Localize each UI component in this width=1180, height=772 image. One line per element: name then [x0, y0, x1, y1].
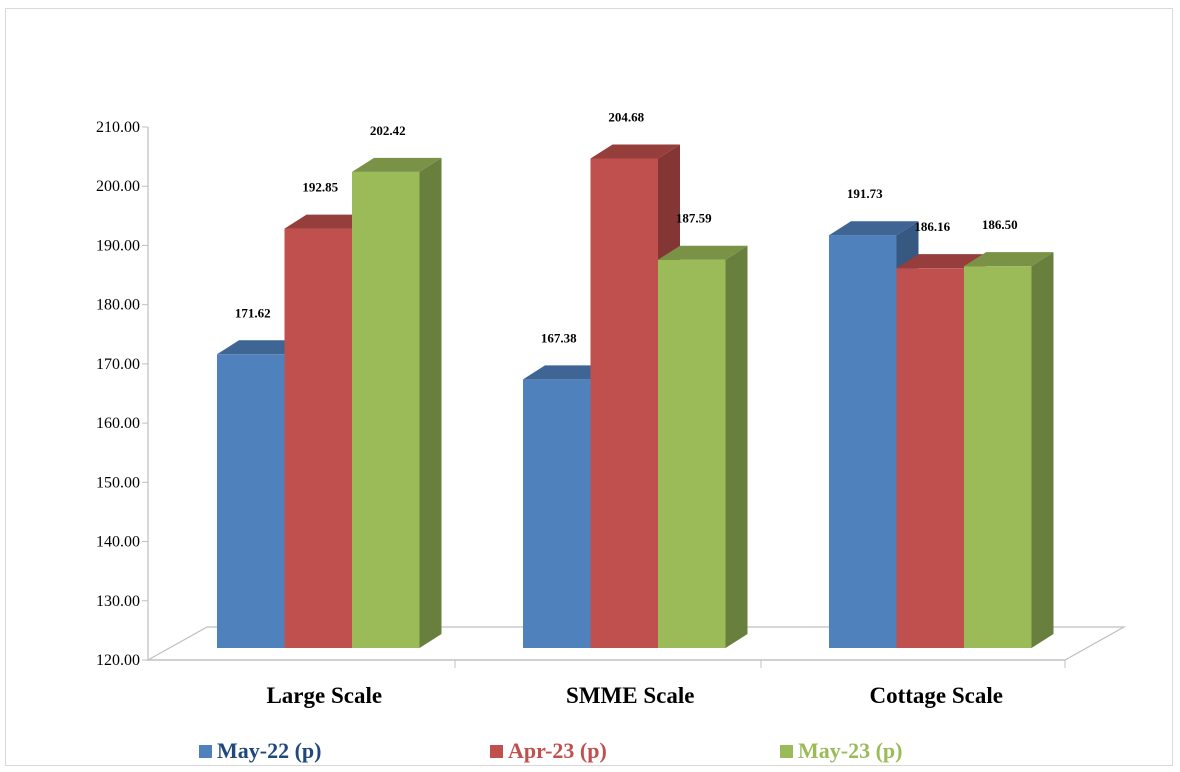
data-label: 202.42: [370, 123, 406, 138]
data-label: 186.16: [914, 219, 950, 234]
bar: [896, 268, 964, 648]
y-tick-label: 150.00: [96, 474, 140, 491]
bar-top: [352, 157, 442, 172]
y-tick-label: 190.00: [96, 237, 140, 254]
bar-side: [419, 157, 442, 648]
bar-top: [896, 254, 986, 269]
legend-label: May-22 (p): [217, 738, 321, 763]
y-tick-label: 140.00: [96, 534, 140, 551]
x-category-label: Cottage Scale: [870, 683, 1004, 708]
bar-top: [829, 221, 919, 236]
bar: [590, 158, 658, 648]
bar: [964, 266, 1032, 648]
y-tick-label: 170.00: [96, 356, 140, 373]
x-category-label: SMME Scale: [566, 683, 694, 708]
bar: [829, 235, 897, 648]
data-label: 192.85: [302, 180, 338, 195]
bar: [658, 259, 726, 648]
x-category-label: Large Scale: [266, 683, 382, 708]
bar: [284, 228, 352, 649]
data-label: 171.62: [235, 305, 271, 320]
bar-side: [1031, 252, 1054, 648]
y-tick-label: 200.00: [96, 178, 140, 195]
chart-frame: [5, 8, 1173, 766]
data-label: 204.68: [608, 110, 644, 125]
legend-label: May-23 (p): [798, 738, 902, 763]
y-tick-label: 130.00: [96, 593, 140, 610]
bar-top: [523, 365, 613, 380]
data-label: 167.38: [541, 330, 577, 345]
y-tick-label: 180.00: [96, 297, 140, 314]
bar: [523, 379, 591, 648]
bar-top: [964, 252, 1054, 267]
bar-side: [725, 245, 748, 649]
bar-top: [284, 214, 374, 229]
y-tick-label: 120.00: [96, 652, 140, 669]
legend-swatch: [780, 745, 793, 758]
y-tick-label: 210.00: [96, 119, 140, 136]
data-label: 191.73: [847, 186, 883, 201]
bar: [352, 171, 420, 648]
legend-swatch: [199, 745, 212, 758]
legend-label: Apr-23 (p): [508, 738, 607, 763]
legend-swatch: [490, 745, 503, 758]
bar-top: [217, 340, 307, 355]
bar-top: [658, 245, 748, 260]
bar: [217, 354, 285, 648]
data-label: 186.50: [982, 217, 1018, 232]
data-label: 187.59: [676, 211, 712, 226]
y-tick-label: 160.00: [96, 415, 140, 432]
bar-top: [590, 144, 680, 159]
